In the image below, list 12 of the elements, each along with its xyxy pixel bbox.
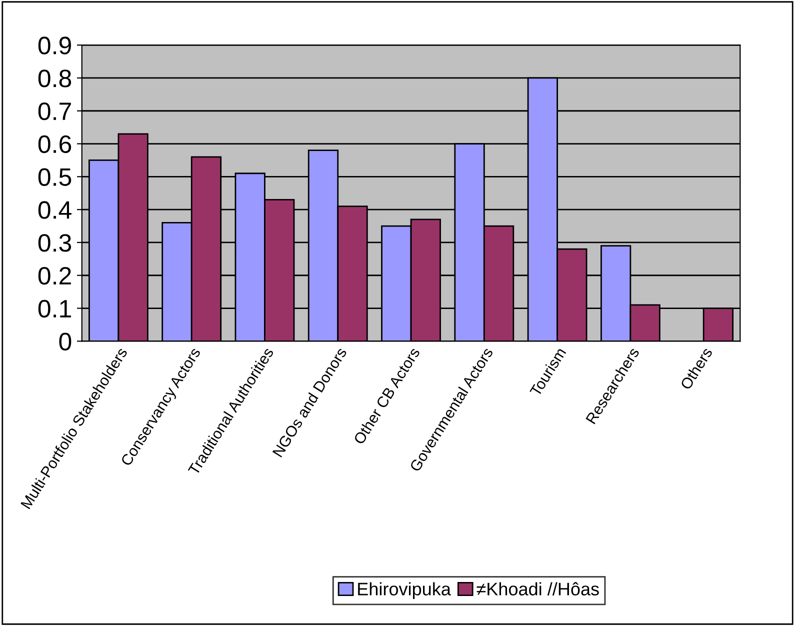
y-tick-label: 0.1 [38,300,71,318]
y-tick-label: 0.3 [38,234,72,252]
legend-label: ≠Khoadi //Hôas [476,582,599,596]
y-tick-label: 0.6 [38,135,72,154]
y-tick-label: 0 [59,332,72,350]
y-tick-label: 0.8 [38,70,72,88]
legend-label: Ehirovipuka [358,582,451,600]
y-tick-label: 0.4 [38,201,72,219]
y-tick-label: 0.5 [38,168,72,186]
y-tick-label: 0.2 [38,266,71,285]
y-tick-label: 0.7 [38,102,71,120]
y-tick-label: 0.9 [38,36,71,54]
